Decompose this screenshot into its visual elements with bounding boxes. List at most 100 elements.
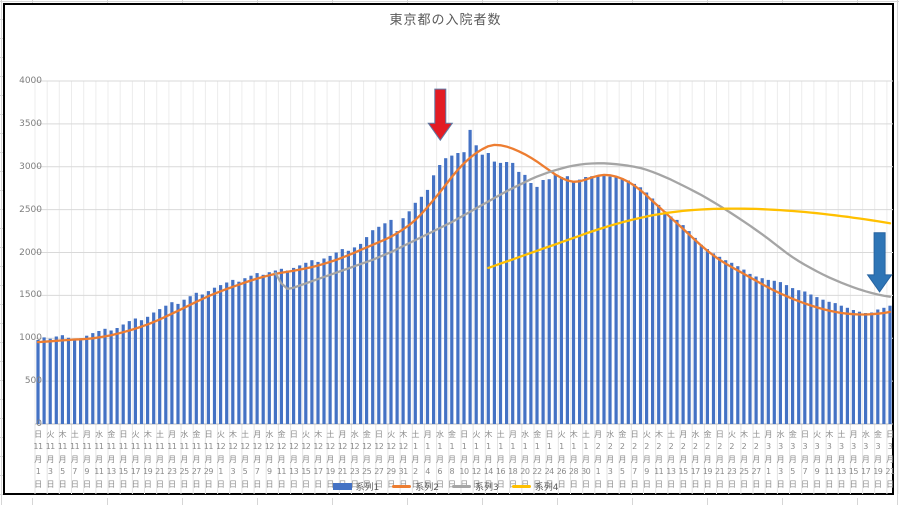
x-date-label: 日 3 月 21 日 — [885, 430, 895, 489]
worksheet-column-tick — [407, 498, 408, 505]
x-date-label: 月 3 月 15 日 — [848, 430, 859, 489]
worksheet-row-tick — [0, 76, 3, 77]
x-date-label: 土 12 月 5 日 — [240, 430, 250, 489]
x-date-label: 水 11 月 25 日 — [179, 430, 190, 489]
worksheet-column-tick — [557, 498, 558, 505]
x-date-label: 土 12 月 19 日 — [325, 430, 336, 489]
worksheet-column-tick — [782, 0, 783, 3]
worksheet-row-tick — [0, 437, 3, 438]
worksheet-row-tick — [0, 95, 3, 96]
worksheet-column-tick — [707, 0, 708, 3]
x-date-label: 木 11 月 5 日 — [57, 430, 68, 489]
x-date-label: 金 11 月 13 日 — [106, 430, 117, 489]
x-date-label: 土 3 月 13 日 — [836, 430, 847, 489]
x-date-label: 日 1 月 24 日 — [544, 430, 555, 489]
x-date-label: 月1月18日 — [508, 430, 518, 489]
x-date-label: 土 2 月 27 日 — [751, 430, 762, 489]
x-date-label: 月 11 月 9 日 — [82, 430, 92, 489]
worksheet-row-tick — [0, 418, 3, 419]
legend-item-series2[interactable]: 系列2 — [392, 480, 439, 493]
worksheet-column-tick — [857, 498, 858, 505]
worksheet-column-tick — [257, 498, 258, 505]
chart-object[interactable] — [3, 3, 894, 495]
worksheet-column-tick — [107, 498, 108, 505]
x-date-label: 日 12 月 27 日 — [374, 430, 384, 489]
x-date-label: 月 2 月 15 日 — [678, 430, 689, 489]
x-date-label: 金 2 月 19 日 — [702, 430, 713, 489]
x-date-label: 木 12 月 3 日 — [228, 430, 238, 489]
x-date-label: 日 11 月 1 日 — [33, 430, 43, 489]
x-date-label: 木 11 月 19 日 — [143, 430, 153, 489]
worksheet-column-tick — [482, 498, 483, 505]
worksheet-column-tick — [332, 498, 333, 505]
x-date-label: 火 2 月 23 日 — [727, 430, 737, 489]
worksheet-row-tick — [0, 152, 3, 153]
worksheet-column-tick — [182, 0, 183, 3]
worksheet-row-tick — [0, 19, 3, 20]
worksheet-row-tick — [0, 399, 3, 400]
x-date-label: 火 1 月 12 日 — [471, 430, 482, 489]
x-date-label: 日 2 月 21 日 — [715, 430, 725, 489]
y-tick-label: 3000 — [19, 161, 42, 172]
worksheet-column-tick — [32, 498, 33, 505]
worksheet-column-tick — [182, 498, 183, 505]
legend-label-series3: 系列3 — [475, 483, 499, 493]
worksheet-row-tick — [0, 228, 3, 229]
legend-item-series4[interactable]: 系列4 — [511, 480, 558, 493]
worksheet-gridline-left — [1, 0, 2, 505]
y-tick-label: 500 — [24, 376, 42, 387]
legend-item-series3[interactable]: 系列3 — [452, 480, 499, 493]
y-tick-label: 1500 — [19, 290, 42, 301]
worksheet-row-tick — [0, 380, 3, 381]
worksheet-column-tick — [257, 0, 258, 3]
x-date-label: 日 11 月 29 日 — [203, 430, 214, 489]
x-date-label: 土 11 月 7 日 — [70, 430, 80, 489]
x-date-label: 水1月20日 — [520, 430, 530, 489]
legend-item-series1[interactable]: 系列1 — [332, 480, 379, 493]
x-date-label: 金 12 月 11 日 — [276, 430, 287, 489]
worksheet-column-tick — [332, 0, 333, 3]
x-date-label: 金 3 月 19 日 — [873, 430, 883, 489]
x-date-label: 火 11 月 3 日 — [45, 430, 56, 489]
x-date-label: 土 2 月 13 日 — [666, 430, 676, 489]
worksheet-row-tick — [0, 323, 3, 324]
x-date-label: 金 12 月 25 日 — [362, 430, 372, 489]
worksheet-row-tick — [0, 171, 3, 172]
worksheet-column-tick — [632, 498, 633, 505]
worksheet-column-tick — [32, 0, 33, 3]
series2-line-swatch — [392, 485, 412, 488]
x-date-label: 土 1 月 30 日 — [581, 430, 591, 489]
worksheet-column-tick — [407, 0, 408, 3]
worksheet-row-tick — [0, 114, 3, 115]
x-date-label: 木 3 月 11 日 — [824, 430, 835, 489]
x-date-label: 日 12 月 13 日 — [289, 430, 299, 489]
x-date-label: 土 1 月 16 日 — [495, 430, 506, 489]
y-tick-label: 0 — [36, 419, 42, 429]
worksheet-row-tick — [0, 190, 3, 191]
x-date-label: 月 11 月 23 日 — [167, 430, 177, 489]
y-tick-label: 2500 — [19, 204, 42, 215]
worksheet-row-tick — [0, 38, 3, 39]
x-date-label: 水 2 月 17 日 — [690, 430, 701, 489]
x-date-label: 土 11 月 21 日 — [155, 430, 165, 489]
worksheet-column-tick — [107, 0, 108, 3]
worksheet-row-tick — [0, 456, 3, 457]
worksheet-column-tick — [857, 0, 858, 3]
y-tick-label: 4000 — [19, 76, 42, 86]
y-tick-label: 3500 — [19, 118, 42, 129]
x-date-label: 日1月10日 — [459, 430, 469, 489]
worksheet-row-tick — [0, 342, 3, 343]
worksheet-row-tick — [0, 266, 3, 267]
